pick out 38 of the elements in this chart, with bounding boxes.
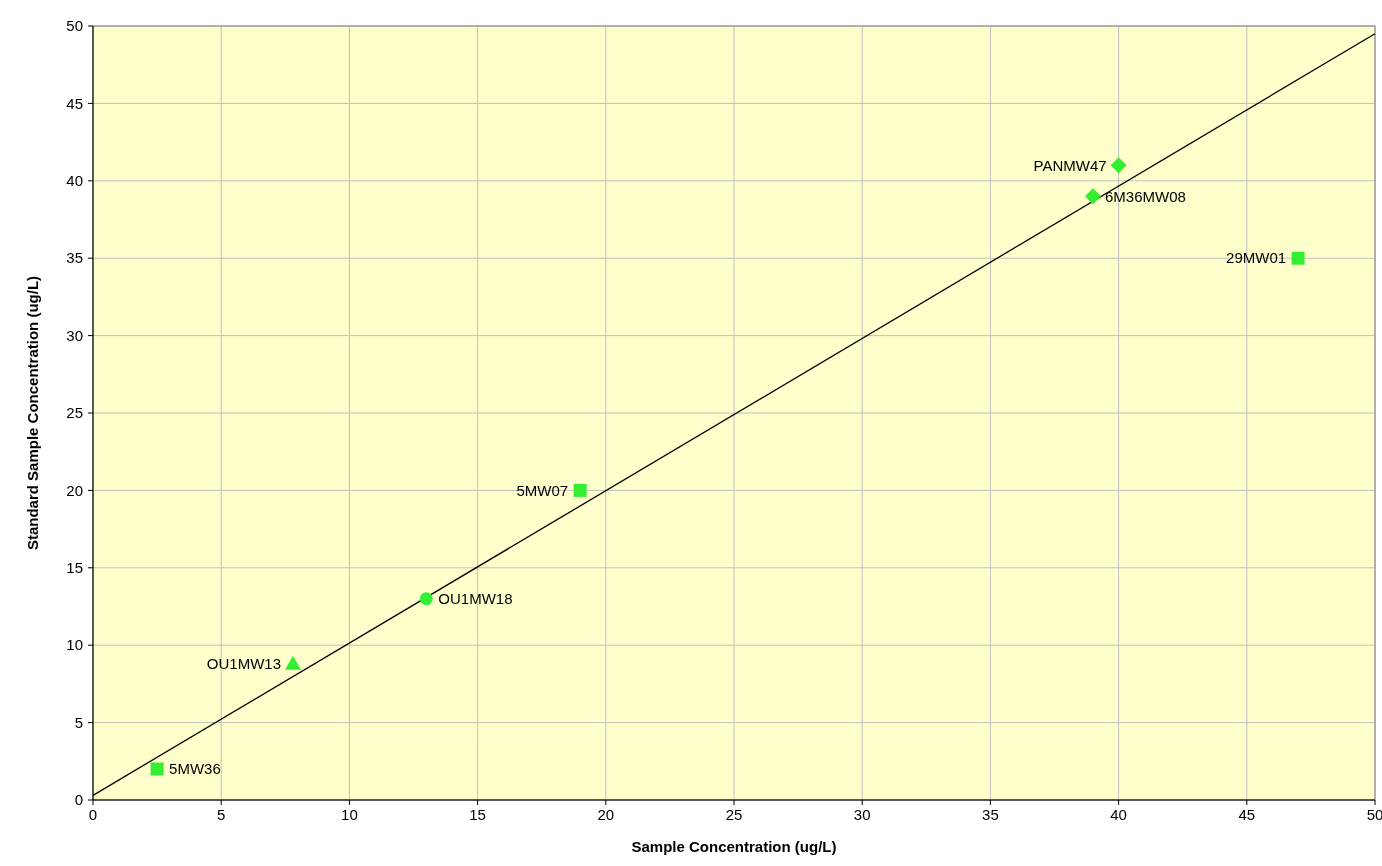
series-label: 5MW07: [516, 481, 569, 499]
series-label: OU1MW18: [438, 590, 513, 608]
x-tick-label: 30: [853, 806, 871, 823]
series-label: PANMW47: [1033, 156, 1107, 174]
point: [284, 655, 301, 670]
y-tick-label: 15: [66, 559, 83, 577]
point: [419, 592, 433, 606]
x-tick-label: 0: [88, 806, 98, 823]
x-tick-label: 40: [1110, 806, 1127, 823]
y-tick-label: 40: [66, 172, 83, 190]
series-label: 29MW01: [1226, 249, 1287, 267]
y-tick-label: 20: [66, 481, 83, 499]
y-tick-label: 0: [74, 791, 83, 809]
y-tick-label: 10: [66, 636, 83, 654]
series-label: OU1MW13: [206, 655, 281, 673]
x-tick-label: 5: [217, 806, 226, 823]
point: [1291, 251, 1305, 265]
y-tick-label: 35: [66, 249, 83, 267]
x-tick-label: 25: [725, 806, 743, 823]
point: [1110, 157, 1127, 174]
y-axis-title: Standard Sample Concentration (ug/L): [24, 275, 41, 551]
x-tick-label: 50: [1366, 806, 1382, 823]
y-tick-label: 30: [66, 326, 83, 344]
x-tick-label: 15: [469, 806, 486, 823]
point: [150, 762, 164, 776]
y-tick-label: 50: [66, 17, 83, 35]
x-tick-label: 20: [597, 806, 615, 823]
y-tick-label: 5: [74, 713, 83, 731]
point: [1084, 188, 1101, 205]
series-label: 6M36MW08: [1104, 187, 1186, 205]
x-tick-label: 35: [982, 806, 999, 823]
point: [573, 483, 587, 497]
x-tick-label: 10: [341, 806, 358, 823]
x-tick-label: 45: [1238, 806, 1256, 823]
series-label: 5MW36: [169, 760, 221, 778]
y-tick-label: 45: [66, 94, 83, 112]
y-tick-label: 25: [66, 404, 83, 422]
x-axis-title: Sample Concentration (ug/L): [631, 838, 837, 855]
